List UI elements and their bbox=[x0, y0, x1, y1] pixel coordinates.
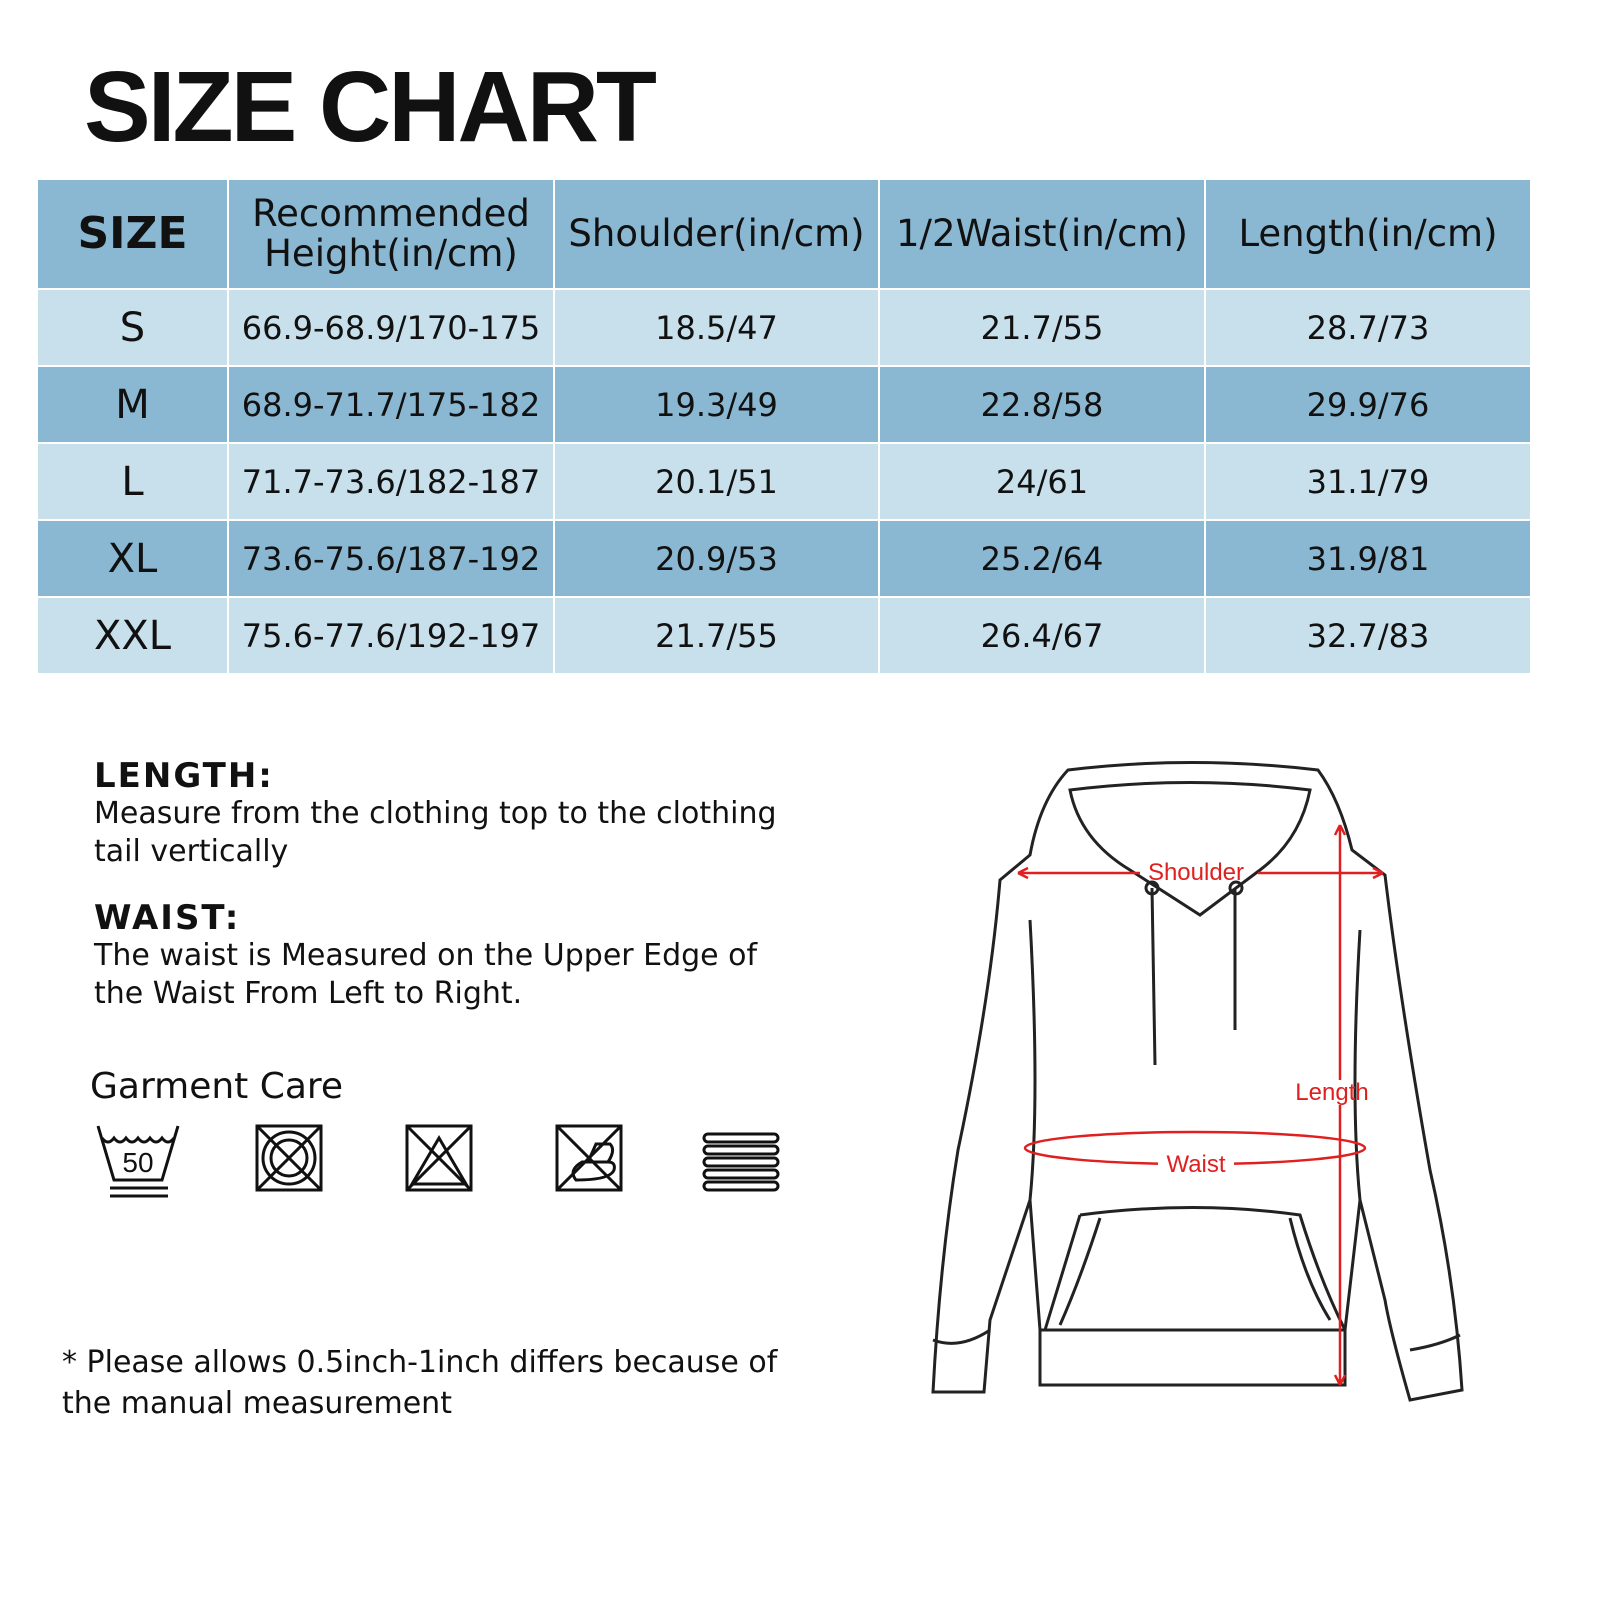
hoodie-outline bbox=[931, 761, 1464, 1402]
cell-size: L bbox=[38, 443, 229, 520]
cell-height: 71.7-73.6/182-187 bbox=[228, 443, 555, 520]
header-shoulder: Shoulder(in/cm) bbox=[554, 180, 880, 289]
header-size: SIZE bbox=[38, 180, 229, 289]
length-instructions: LENGTH: Measure from the clothing top to… bbox=[94, 757, 794, 871]
cell-shoulder: 21.7/55 bbox=[554, 597, 880, 674]
cell-waist: 25.2/64 bbox=[879, 520, 1206, 597]
cell-waist: 22.8/58 bbox=[879, 366, 1206, 443]
measure-lines bbox=[1017, 824, 1384, 1386]
waist-instructions: WAIST: The waist is Measured on the Uppe… bbox=[94, 899, 814, 1013]
cell-size: S bbox=[38, 289, 229, 366]
wash-50-gentle-icon: 50 bbox=[96, 1125, 180, 1198]
cell-shoulder: 20.1/51 bbox=[554, 443, 880, 520]
cell-length: 29.9/76 bbox=[1205, 366, 1530, 443]
svg-text:50: 50 bbox=[122, 1147, 153, 1178]
cell-length: 28.7/73 bbox=[1205, 289, 1530, 366]
table-row: M 68.9-71.7/175-182 19.3/49 22.8/58 29.9… bbox=[38, 366, 1530, 443]
garment-care-title: Garment Care bbox=[90, 1066, 344, 1107]
waist-label: Waist bbox=[1166, 1151, 1225, 1178]
table-row: S 66.9-68.9/170-175 18.5/47 21.7/55 28.7… bbox=[38, 289, 1530, 366]
table-header-row: SIZE Recommended Height(in/cm) Shoulder(… bbox=[38, 180, 1530, 289]
cell-height: 68.9-71.7/175-182 bbox=[228, 366, 555, 443]
page-title: SIZE CHART bbox=[84, 51, 657, 163]
waist-text: The waist is Measured on the Upper Edge … bbox=[94, 938, 758, 1011]
waist-heading: WAIST: bbox=[94, 898, 241, 938]
shoulder-label: Shoulder bbox=[1148, 859, 1244, 886]
cell-length: 32.7/83 bbox=[1205, 597, 1530, 674]
hoodie-diagram: Shoulder Length Waist bbox=[931, 761, 1464, 1402]
cell-shoulder: 20.9/53 bbox=[554, 520, 880, 597]
do-not-bleach-icon bbox=[405, 1124, 473, 1192]
table-row: XXL 75.6-77.6/192-197 21.7/55 26.4/67 32… bbox=[38, 597, 1530, 674]
cell-height: 66.9-68.9/170-175 bbox=[228, 289, 555, 366]
cell-waist: 24/61 bbox=[879, 443, 1206, 520]
cell-shoulder: 19.3/49 bbox=[554, 366, 880, 443]
length-label: Length bbox=[1295, 1079, 1368, 1106]
cell-height: 73.6-75.6/187-192 bbox=[228, 520, 555, 597]
cell-shoulder: 18.5/47 bbox=[554, 289, 880, 366]
cell-waist: 26.4/67 bbox=[879, 597, 1206, 674]
table-row: L 71.7-73.6/182-187 20.1/51 24/61 31.1/7… bbox=[38, 443, 1530, 520]
cell-length: 31.9/81 bbox=[1205, 520, 1530, 597]
cell-length: 31.1/79 bbox=[1205, 443, 1530, 520]
cell-size: M bbox=[38, 366, 229, 443]
header-length: Length(in/cm) bbox=[1205, 180, 1530, 289]
measurement-note: * Please allows 0.5inch-1inch differs be… bbox=[62, 1345, 778, 1421]
cell-size: XL bbox=[38, 520, 229, 597]
length-text: Measure from the clothing top to the clo… bbox=[94, 796, 777, 869]
cell-size: XXL bbox=[38, 597, 229, 674]
header-waist: 1/2Waist(in/cm) bbox=[879, 180, 1206, 289]
do-not-iron-icon bbox=[555, 1124, 623, 1192]
cell-waist: 21.7/55 bbox=[879, 289, 1206, 366]
size-table: SIZE Recommended Height(in/cm) Shoulder(… bbox=[38, 180, 1530, 675]
dry-flat-icon bbox=[702, 1132, 780, 1192]
table-row: XL 73.6-75.6/187-192 20.9/53 25.2/64 31.… bbox=[38, 520, 1530, 597]
length-heading: LENGTH: bbox=[94, 756, 274, 796]
header-height: Recommended Height(in/cm) bbox=[228, 180, 555, 289]
cell-height: 75.6-77.6/192-197 bbox=[228, 597, 555, 674]
do-not-tumble-dry-icon bbox=[255, 1124, 323, 1192]
